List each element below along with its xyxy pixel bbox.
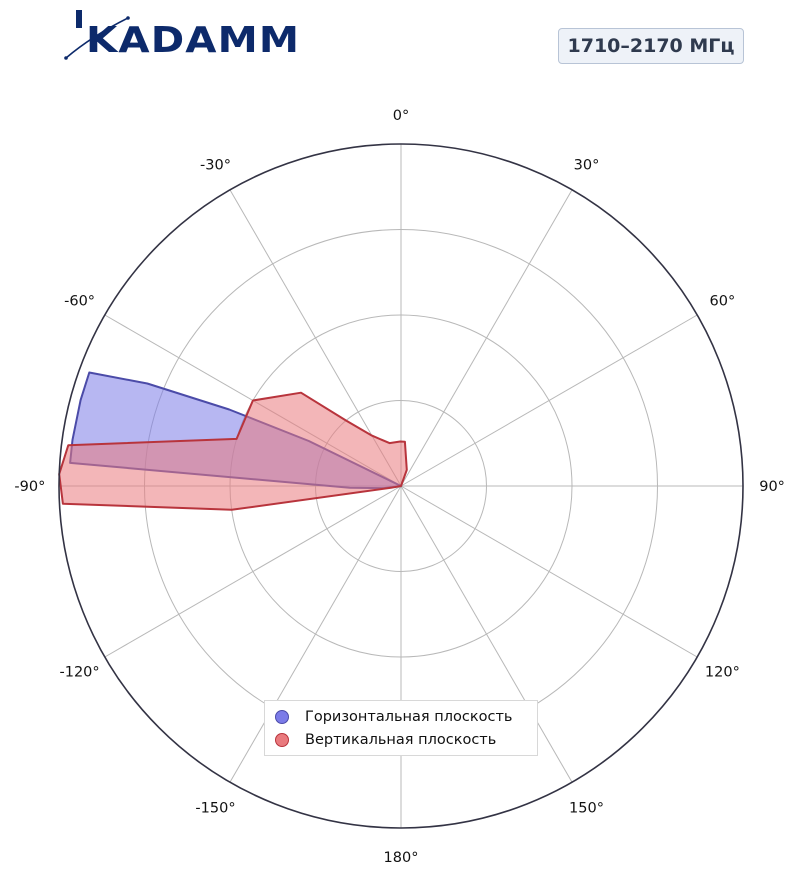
legend: Горизонтальная плоскость Вертикальная пл… [264, 700, 538, 756]
frequency-band-badge: 1710–2170 МГц [558, 28, 744, 64]
logo-text: KADAMM [86, 20, 301, 61]
legend-label-horizontal: Горизонтальная плоскость [305, 708, 513, 725]
angle-gridline-7 [229, 485, 402, 783]
angle-gridline-8 [104, 485, 402, 658]
angle-gridline-4 [400, 485, 698, 658]
angle-tick-label: 120° [705, 665, 740, 681]
kadamm-logo-mark-icon [64, 10, 130, 60]
legend-swatch-horizontal [275, 709, 289, 724]
angle-tick-label: 60° [710, 294, 736, 310]
angle-tick-label: -30° [200, 158, 231, 174]
angle-tick-label: -60° [64, 294, 95, 310]
outer-ring [58, 143, 744, 829]
angle-tick-label: 0° [393, 108, 409, 124]
angle-gridline-2 [400, 314, 698, 487]
angle-tick-label: 30° [574, 158, 600, 174]
angle-gridline-1 [400, 189, 573, 487]
legend-swatch-vertical [275, 732, 289, 747]
angle-tick-labels: 0° 30° 60° 90° 120° 150° 180° -150° -120° -90° -60… [14, 108, 785, 866]
legend-item-vertical: Вертикальная плоскость [275, 728, 527, 751]
angle-tick-label: 180° [384, 850, 419, 866]
angle-gridline-5 [400, 485, 573, 783]
angle-tick-label: -90° [14, 479, 45, 495]
chart-series [58, 371, 408, 511]
angle-tick-label: -150° [195, 800, 235, 816]
angle-tick-label: 90° [759, 479, 785, 495]
legend-label-vertical: Вертикальная плоскость [305, 731, 497, 748]
angle-tick-label: 150° [569, 800, 604, 816]
legend-item-horizontal: Горизонтальная плоскость [275, 705, 527, 728]
series-vertical-area [58, 391, 408, 511]
kadamm-logo: KADAMM [62, 6, 299, 62]
angle-tick-label: -120° [60, 665, 100, 681]
